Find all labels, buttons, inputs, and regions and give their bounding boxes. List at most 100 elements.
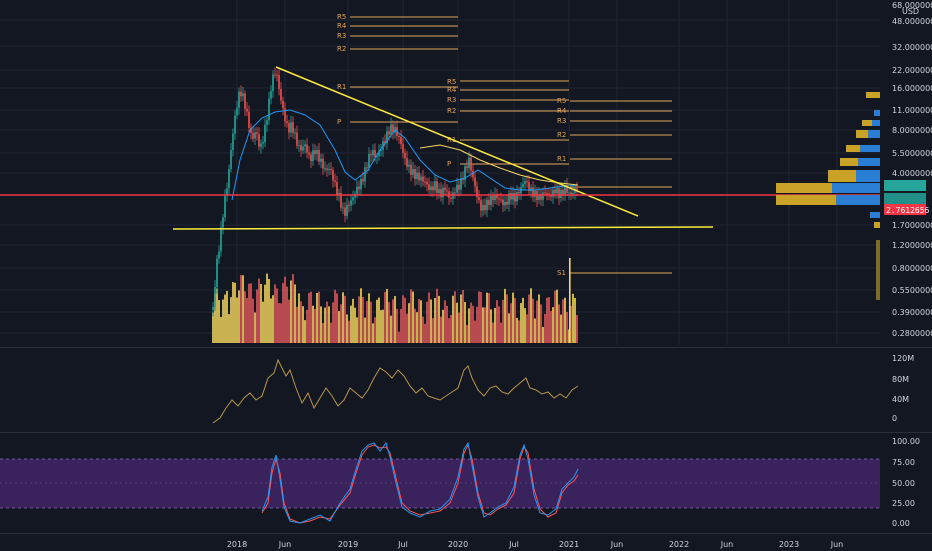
volume-bar — [236, 297, 238, 343]
volume-indicator-chart[interactable]: 120M 80M 40M 0 — [0, 348, 932, 432]
volume-bar — [566, 311, 568, 343]
candle-body — [398, 136, 400, 138]
candle-body — [360, 178, 362, 190]
volume-bar — [278, 303, 280, 343]
candle-body — [330, 168, 332, 171]
volume-bar — [544, 313, 546, 343]
candle-body — [234, 115, 236, 134]
volume-bar — [376, 299, 378, 343]
candle-body — [384, 141, 386, 144]
volume-bar — [266, 273, 268, 343]
volume-bar — [488, 293, 490, 343]
volume-bar — [564, 297, 566, 343]
volume-bar — [400, 308, 402, 343]
candle-body — [538, 193, 540, 201]
volume-bar — [326, 301, 328, 343]
volume-bar — [416, 312, 418, 343]
volume-bar — [214, 293, 216, 343]
volume-bar — [382, 309, 384, 343]
candle-body — [428, 184, 430, 191]
volume-bar — [224, 294, 226, 343]
candle-body — [496, 194, 498, 199]
candle-body — [434, 181, 436, 191]
stoch-rsi-chart[interactable]: 100.00 75.00 50.00 25.00 0.00 — [0, 433, 932, 533]
volume-bar — [394, 296, 396, 343]
volume-bar — [280, 303, 282, 343]
candle-body — [406, 158, 408, 167]
pivot-label: R2 — [447, 107, 456, 115]
volume-bar — [528, 294, 530, 343]
volume-bar — [332, 302, 334, 343]
volume-indicator-pane[interactable]: 120M 80M 40M 0 — [0, 347, 932, 432]
price-scale[interactable]: 68.0000000 USD 48.0000000 32.0000000 22.… — [892, 1, 932, 338]
candle-body — [440, 189, 442, 198]
pivot-label: R4 — [447, 86, 457, 94]
volume-bar — [230, 297, 232, 343]
volume-bar — [462, 289, 464, 343]
volume-bar — [496, 300, 498, 343]
volume-scale[interactable]: 120M 80M 40M 0 — [892, 354, 914, 423]
volume-bar — [426, 301, 428, 343]
candle-body — [446, 190, 448, 192]
candle-body — [500, 199, 502, 201]
candle-body — [358, 186, 360, 190]
volume-bar — [398, 331, 400, 343]
price-label: 11.0000000 — [892, 106, 932, 115]
candle-body — [308, 152, 310, 155]
volume-bar — [436, 288, 438, 343]
pivot-label: R5 — [447, 78, 456, 86]
candle-body — [562, 189, 564, 195]
candle-body — [350, 200, 352, 206]
price-chart[interactable]: R5 R4 R3 R2 R1 P R5 R4 R3 R2 R1 P R5 R4 … — [0, 0, 932, 345]
volume-bar — [370, 301, 372, 343]
volume-bar — [268, 278, 270, 343]
candle-body — [444, 187, 446, 191]
volume-bar — [478, 291, 480, 343]
candle-body — [516, 192, 518, 202]
candle-body — [386, 131, 388, 144]
pivot-label: R3 — [557, 117, 566, 125]
candle-body — [286, 121, 288, 123]
volume-bar — [396, 308, 398, 343]
volume-bar — [378, 297, 380, 343]
volume-bar — [500, 322, 502, 343]
candle-body — [222, 217, 224, 228]
time-axis[interactable]: 2018 Jun 2019 Jul 2020 Jul 2021 Jun 2022… — [0, 533, 932, 551]
price-label: 32.0000000 — [892, 43, 932, 52]
price-label: 68.0000000 — [892, 1, 932, 10]
candle-body — [518, 192, 520, 194]
volume-bar — [536, 300, 538, 343]
stoch-scale[interactable]: 100.00 75.00 50.00 25.00 0.00 — [892, 437, 920, 528]
volume-bar — [312, 305, 314, 343]
candle-body — [212, 307, 214, 310]
candle-body — [474, 177, 476, 187]
volume-bar — [510, 303, 512, 343]
candle-body — [418, 172, 420, 181]
volume-bar — [284, 276, 286, 343]
volume-bar — [444, 300, 446, 343]
volume-bar — [572, 293, 574, 343]
candle-body — [278, 74, 280, 90]
volume-bar — [360, 288, 362, 343]
candle-body — [290, 122, 292, 133]
volume-bar — [336, 293, 338, 343]
volume-bar — [244, 291, 246, 343]
stoch-rsi-pane[interactable]: 100.00 75.00 50.00 25.00 0.00 — [0, 432, 932, 533]
price-pane[interactable]: R5 R4 R3 R2 R1 P R5 R4 R3 R2 R1 P R5 R4 … — [0, 0, 932, 345]
pivot-labels: R5 R4 R3 R2 R1 P R5 R4 R3 R2 R1 P R5 R4 … — [337, 13, 567, 277]
candle-body — [526, 181, 528, 183]
volume-bar — [308, 292, 310, 343]
volume-bar — [260, 283, 262, 343]
descending-trendline[interactable] — [275, 66, 639, 217]
candle-body — [318, 150, 320, 162]
volume-bar — [546, 297, 548, 343]
volume-bar — [256, 289, 258, 343]
support-line[interactable] — [172, 226, 714, 230]
candle-body — [340, 193, 342, 208]
candle-body — [408, 164, 410, 167]
candle-body — [266, 120, 268, 125]
volume-bar — [538, 294, 540, 343]
candle-body — [560, 189, 562, 198]
candle-body — [276, 74, 278, 76]
overbought-oversold-band — [0, 459, 880, 508]
